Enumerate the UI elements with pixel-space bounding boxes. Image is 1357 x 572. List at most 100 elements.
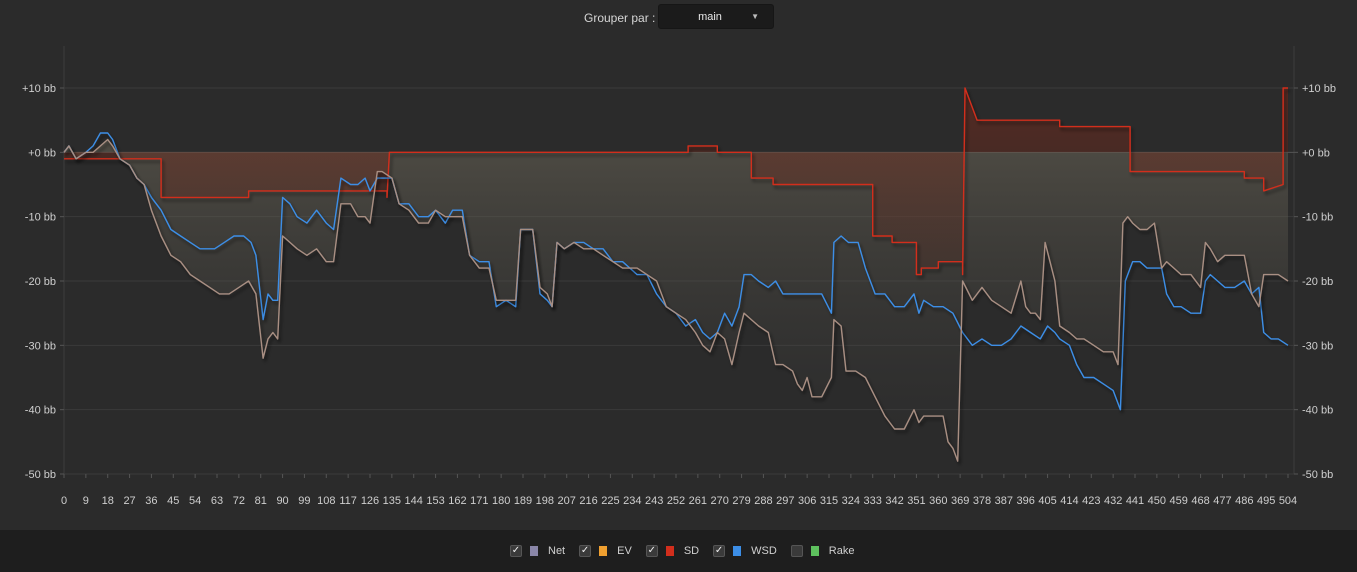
x-tick-label: 252: [667, 495, 685, 507]
x-tick-label: 378: [973, 495, 991, 507]
legend-item-ev[interactable]: ✓ EV: [579, 545, 632, 557]
x-tick-label: 315: [820, 495, 838, 507]
x-tick-label: 0: [61, 495, 67, 507]
y-tick-label-right: -50 bb: [1302, 469, 1333, 481]
x-tick-label: 459: [1170, 495, 1188, 507]
group-by-label: Grouper par :: [584, 11, 656, 25]
x-tick-label: 261: [689, 495, 707, 507]
x-tick-label: 90: [276, 495, 288, 507]
results-chart: +10 bb +10 bb +0 bb +0 bb -10 bb -10 bb -20 bb…: [22, 46, 1336, 507]
x-tick-label: 207: [558, 495, 576, 507]
x-tick-label: 288: [754, 495, 772, 507]
x-tick-label: 162: [448, 495, 466, 507]
x-tick-label: 216: [579, 495, 597, 507]
x-tick-label: 198: [536, 495, 554, 507]
x-tick-label: 351: [907, 495, 925, 507]
x-tick-label: 153: [426, 495, 444, 507]
x-tick-label: 279: [732, 495, 750, 507]
x-tick-label: 81: [255, 495, 267, 507]
x-tick-label: 477: [1213, 495, 1231, 507]
x-tick-label: 108: [317, 495, 335, 507]
x-tick-label: 180: [492, 495, 510, 507]
x-tick-label: 495: [1257, 495, 1275, 507]
x-tick-label: 99: [298, 495, 310, 507]
legend-checkbox-ev[interactable]: ✓: [579, 545, 592, 557]
chart-area: +10 bb +10 bb +0 bb +0 bb -10 bb -10 bb -20 bb…: [0, 34, 1357, 530]
x-tick-label: 126: [361, 495, 379, 507]
x-tick-label: 396: [1017, 495, 1035, 507]
x-tick-label: 369: [951, 495, 969, 507]
x-tick-label: 189: [514, 495, 532, 507]
x-tick-label: 54: [189, 495, 201, 507]
y-tick-label-right: -10 bb: [1302, 212, 1333, 224]
y-tick-label-left: +10 bb: [22, 83, 56, 95]
x-tick-label: 27: [123, 495, 135, 507]
x-tick-label: 441: [1126, 495, 1144, 507]
y-tick-label-right: -30 bb: [1302, 340, 1333, 352]
x-tick-label: 270: [711, 495, 729, 507]
legend-swatch-ev: [599, 546, 608, 556]
y-tick-label-left: -10 bb: [25, 212, 56, 224]
legend-swatch-wsd: [733, 546, 742, 556]
x-tick-label: 342: [885, 495, 903, 507]
y-tick-label-left: -20 bb: [25, 276, 56, 288]
x-tick-label: 387: [995, 495, 1013, 507]
x-tick-label: 297: [776, 495, 794, 507]
y-tick-label-left: -30 bb: [25, 340, 56, 352]
x-tick-label: 504: [1279, 495, 1297, 507]
legend-label: Net: [548, 545, 566, 557]
x-tick-label: 9: [83, 495, 89, 507]
legend-item-sd[interactable]: ✓ SD: [645, 545, 700, 557]
group-by-value: main: [698, 11, 722, 23]
x-tick-label: 324: [842, 495, 860, 507]
legend-label: Rake: [828, 545, 855, 557]
legend-label: SD: [683, 545, 700, 557]
x-tick-label: 117: [339, 495, 357, 507]
x-tick-label: 135: [383, 495, 401, 507]
x-tick-label: 36: [145, 495, 157, 507]
x-tick-label: 243: [645, 495, 663, 507]
y-tick-label-left: -40 bb: [25, 405, 56, 417]
y-tick-label-left: +0 bb: [28, 147, 56, 159]
legend: ✓ Net ✓ EV ✓ SD ✓ WSD Rake: [510, 544, 868, 558]
legend-checkbox-sd[interactable]: ✓: [645, 545, 658, 557]
y-tick-label-right: -40 bb: [1302, 405, 1333, 417]
legend-item-net[interactable]: ✓ Net: [510, 545, 565, 557]
x-tick-label: 63: [211, 495, 223, 507]
legend-checkbox-net[interactable]: ✓: [510, 545, 522, 557]
y-tick-label-right: +10 bb: [1302, 83, 1336, 95]
x-tick-label: 360: [929, 495, 947, 507]
x-tick-label: 414: [1060, 495, 1078, 507]
x-tick-label: 450: [1148, 495, 1166, 507]
x-tick-label: 468: [1191, 495, 1209, 507]
x-tick-label: 45: [167, 495, 179, 507]
legend-swatch-net: [530, 546, 538, 556]
group-by-select[interactable]: main ▼: [658, 4, 774, 29]
y-tick-label-right: -20 bb: [1302, 276, 1333, 288]
legend-checkbox-wsd[interactable]: ✓: [713, 545, 726, 557]
x-tick-label: 423: [1082, 495, 1100, 507]
legend-label: EV: [617, 545, 632, 557]
toolbar: Grouper par : main ▼: [0, 0, 1357, 34]
x-tick-label: 405: [1038, 495, 1056, 507]
legend-item-wsd[interactable]: ✓ WSD: [713, 545, 777, 557]
legend-checkbox-rake[interactable]: [790, 545, 803, 557]
legend-swatch-sd: [665, 546, 674, 556]
x-tick-label: 333: [864, 495, 882, 507]
x-tick-label: 234: [623, 495, 641, 507]
x-tick-label: 225: [601, 495, 619, 507]
x-tick-label: 486: [1235, 495, 1253, 507]
caret-down-icon: ▼: [751, 12, 759, 21]
series-line-net: [63, 138, 1289, 462]
y-tick-label-right: +0 bb: [1302, 147, 1330, 159]
x-tick-label: 18: [102, 495, 114, 507]
x-tick-label: 144: [405, 495, 423, 507]
legend-swatch-rake: [810, 546, 819, 556]
x-tick-label: 72: [233, 495, 245, 507]
series-line-sd: [64, 87, 1288, 276]
x-tick-label: 432: [1104, 495, 1122, 507]
x-tick-label: 306: [798, 495, 816, 507]
legend-item-rake[interactable]: Rake: [790, 545, 855, 557]
y-tick-label-left: -50 bb: [25, 469, 56, 481]
x-tick-label: 171: [470, 495, 488, 507]
